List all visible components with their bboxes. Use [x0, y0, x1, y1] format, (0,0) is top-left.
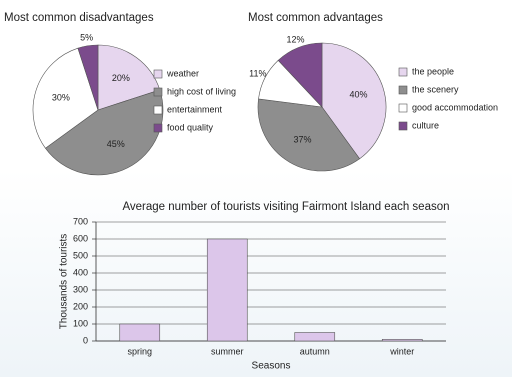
data-label: 11%	[249, 69, 266, 79]
chart-title: Most common disadvantages	[4, 12, 154, 24]
pie-slice	[97, 44, 161, 111]
legend-label: the scenery	[412, 84, 459, 94]
pie-slice	[277, 42, 323, 108]
y-tick-label: 200	[73, 301, 88, 311]
data-label: 30%	[52, 92, 70, 102]
y-tick-label: 100	[73, 318, 88, 328]
legend-label: culture	[412, 120, 439, 130]
legend-label: the people	[412, 66, 454, 76]
legend-swatch	[398, 121, 408, 131]
y-tick-label: 700	[73, 216, 88, 226]
pie-slice	[44, 89, 164, 176]
bar	[294, 332, 336, 342]
pie-slice	[257, 98, 361, 172]
legend-swatch	[398, 67, 408, 77]
x-tick-label: autumn	[300, 346, 330, 356]
legend-swatch	[153, 123, 163, 133]
legend-swatch	[153, 69, 163, 79]
data-label: 5%	[80, 32, 93, 42]
bar	[206, 238, 248, 342]
x-tick-label: winter	[389, 346, 414, 356]
data-label: 12%	[286, 34, 304, 44]
y-tick-label: 500	[73, 250, 88, 260]
y-axis-label: Thousands of tourists	[59, 234, 70, 330]
legend-label: food quality	[167, 122, 214, 132]
y-tick-label: 300	[73, 284, 88, 294]
bar	[119, 323, 161, 342]
pie-slice	[77, 44, 99, 111]
pie-slice	[321, 42, 387, 160]
legend-label: high cost of living	[167, 86, 236, 96]
legend-swatch	[153, 105, 163, 115]
legend-label: entertainment	[167, 104, 223, 114]
data-label: 45%	[107, 139, 125, 149]
legend-label: weather	[166, 68, 199, 78]
data-label: 37%	[293, 134, 311, 144]
pie-slice	[32, 47, 99, 149]
x-tick-label: spring	[127, 346, 152, 356]
legend-swatch	[153, 87, 163, 97]
y-tick-label: 600	[73, 233, 88, 243]
legend-label: good accommodation	[412, 102, 498, 112]
chart-title: Most common advantages	[248, 12, 383, 24]
chart-title: Average number of tourists visiting Fair…	[122, 201, 449, 213]
y-tick-label: 0	[83, 335, 88, 345]
legend-swatch	[398, 103, 408, 113]
x-tick-label: summer	[211, 346, 244, 356]
bar	[381, 338, 423, 342]
x-axis-label: Seasons	[252, 361, 291, 372]
y-tick-label: 400	[73, 267, 88, 277]
legend-swatch	[398, 85, 408, 95]
data-label: 20%	[112, 73, 130, 83]
data-label: 40%	[350, 90, 368, 100]
